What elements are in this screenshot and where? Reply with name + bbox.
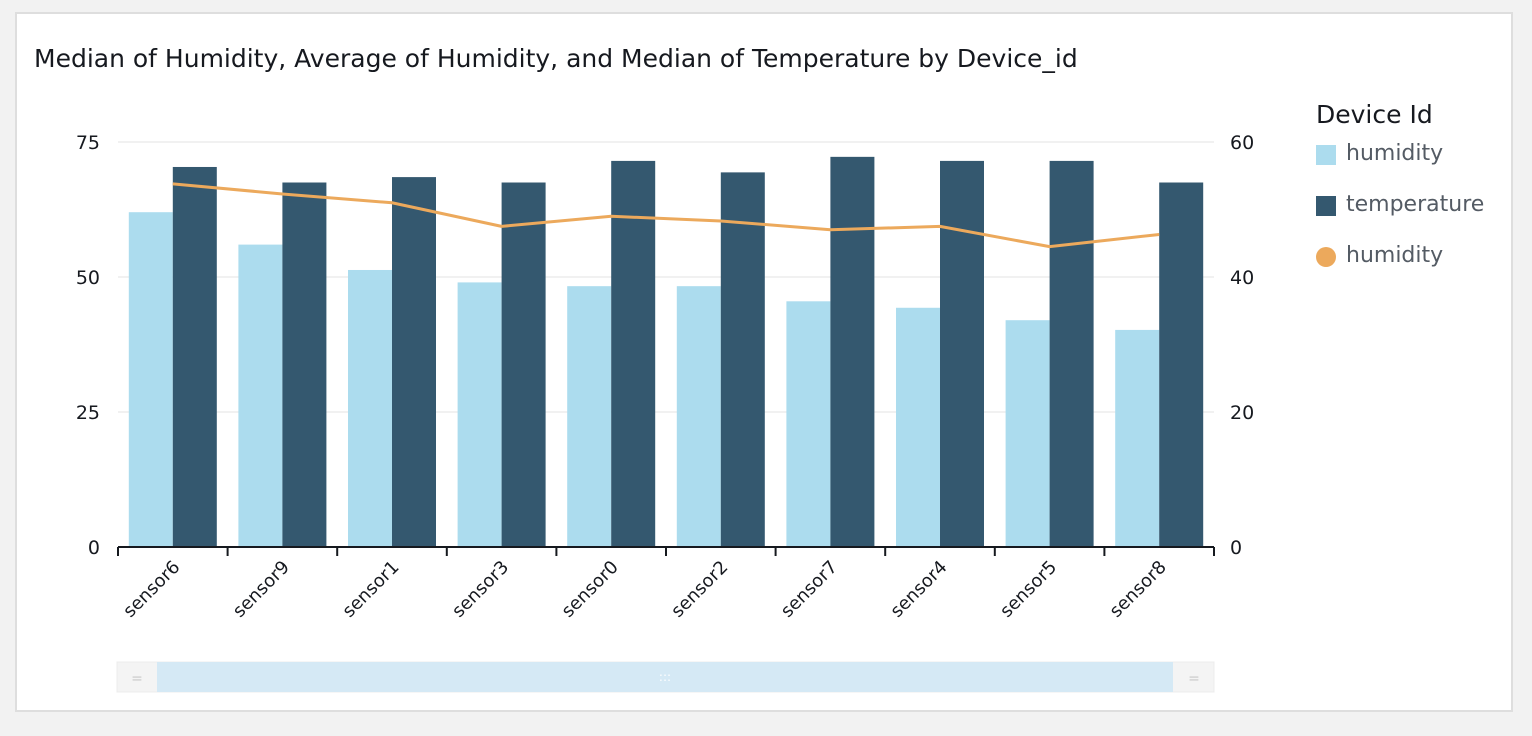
y-left-tick-label: 25	[76, 402, 100, 424]
bars	[128, 156, 1204, 547]
bar-temperature	[172, 166, 217, 547]
x-tick-label: sensor3	[448, 557, 513, 622]
x-tick-label: sensor2	[667, 557, 732, 622]
legend-item-temperature[interactable]: temperature	[1316, 192, 1484, 243]
y-right-tick-label: 20	[1230, 402, 1254, 424]
x-tick-label: sensor7	[777, 557, 842, 622]
y-left-tick-label: 50	[76, 267, 100, 289]
x-tick-label: sensor9	[229, 557, 294, 622]
x-tick-label: sensor5	[996, 557, 1061, 622]
y-left-tick-label: 75	[76, 132, 100, 154]
bar-humidity	[786, 301, 831, 547]
legend-swatch-humidity	[1316, 145, 1336, 165]
legend-item-humidity-line[interactable]: humidity	[1316, 243, 1443, 294]
legend-label: humidity	[1346, 243, 1444, 268]
legend-item-humidity[interactable]: humidity	[1316, 141, 1443, 192]
scrollbar: = =:::	[116, 661, 1215, 693]
scrollbar-grip: :::	[659, 670, 671, 684]
legend-label: temperature	[1346, 192, 1485, 217]
y-right-tick-label: 60	[1230, 132, 1254, 154]
bar-temperature	[720, 172, 765, 547]
legend-title: Device Id	[1316, 100, 1433, 129]
line-series	[172, 182, 1160, 249]
legend-label: humidity	[1346, 141, 1444, 166]
bar-temperature	[282, 182, 327, 547]
bar-humidity	[896, 307, 940, 547]
bar-temperature	[611, 160, 656, 547]
bar-humidity	[1005, 320, 1050, 547]
bar-humidity	[128, 212, 173, 547]
y-right-tick-label: 0	[1230, 537, 1242, 559]
x-tick-label: sensor0	[558, 557, 623, 622]
legend-swatch-temperature	[1316, 196, 1336, 216]
x-tick-label: sensor8	[1106, 557, 1171, 622]
y-left-tick-label: 0	[88, 537, 100, 559]
bar-temperature	[1049, 160, 1094, 547]
x-tick-label: sensor6	[119, 557, 184, 622]
y-right-tick-label: 40	[1230, 267, 1254, 289]
bar-temperature	[1159, 182, 1204, 547]
bar-temperature	[830, 156, 875, 547]
bar-temperature	[940, 160, 984, 547]
bar-humidity	[676, 286, 721, 547]
bar-temperature	[501, 182, 546, 547]
chart-title: Median of Humidity, Average of Humidity,…	[34, 44, 1078, 73]
bar-humidity	[238, 244, 283, 547]
x-tick-label: sensor1	[338, 557, 403, 622]
scrollbar-left-handle[interactable]: =	[131, 671, 143, 687]
scrollbar-right-handle[interactable]: =	[1188, 671, 1200, 687]
line-humidity	[172, 182, 1160, 249]
legend-swatch-humidity-line	[1316, 247, 1336, 267]
bar-humidity	[348, 269, 392, 547]
x-tick-label: sensor4	[886, 557, 951, 622]
legend: Device Id humidity temperature humidity	[1316, 100, 1484, 294]
scrollbar-thumb[interactable]	[157, 662, 1173, 692]
bar-temperature	[392, 177, 436, 547]
bar-humidity	[567, 286, 612, 547]
bar-humidity	[457, 282, 502, 547]
bar-humidity	[1115, 329, 1160, 547]
